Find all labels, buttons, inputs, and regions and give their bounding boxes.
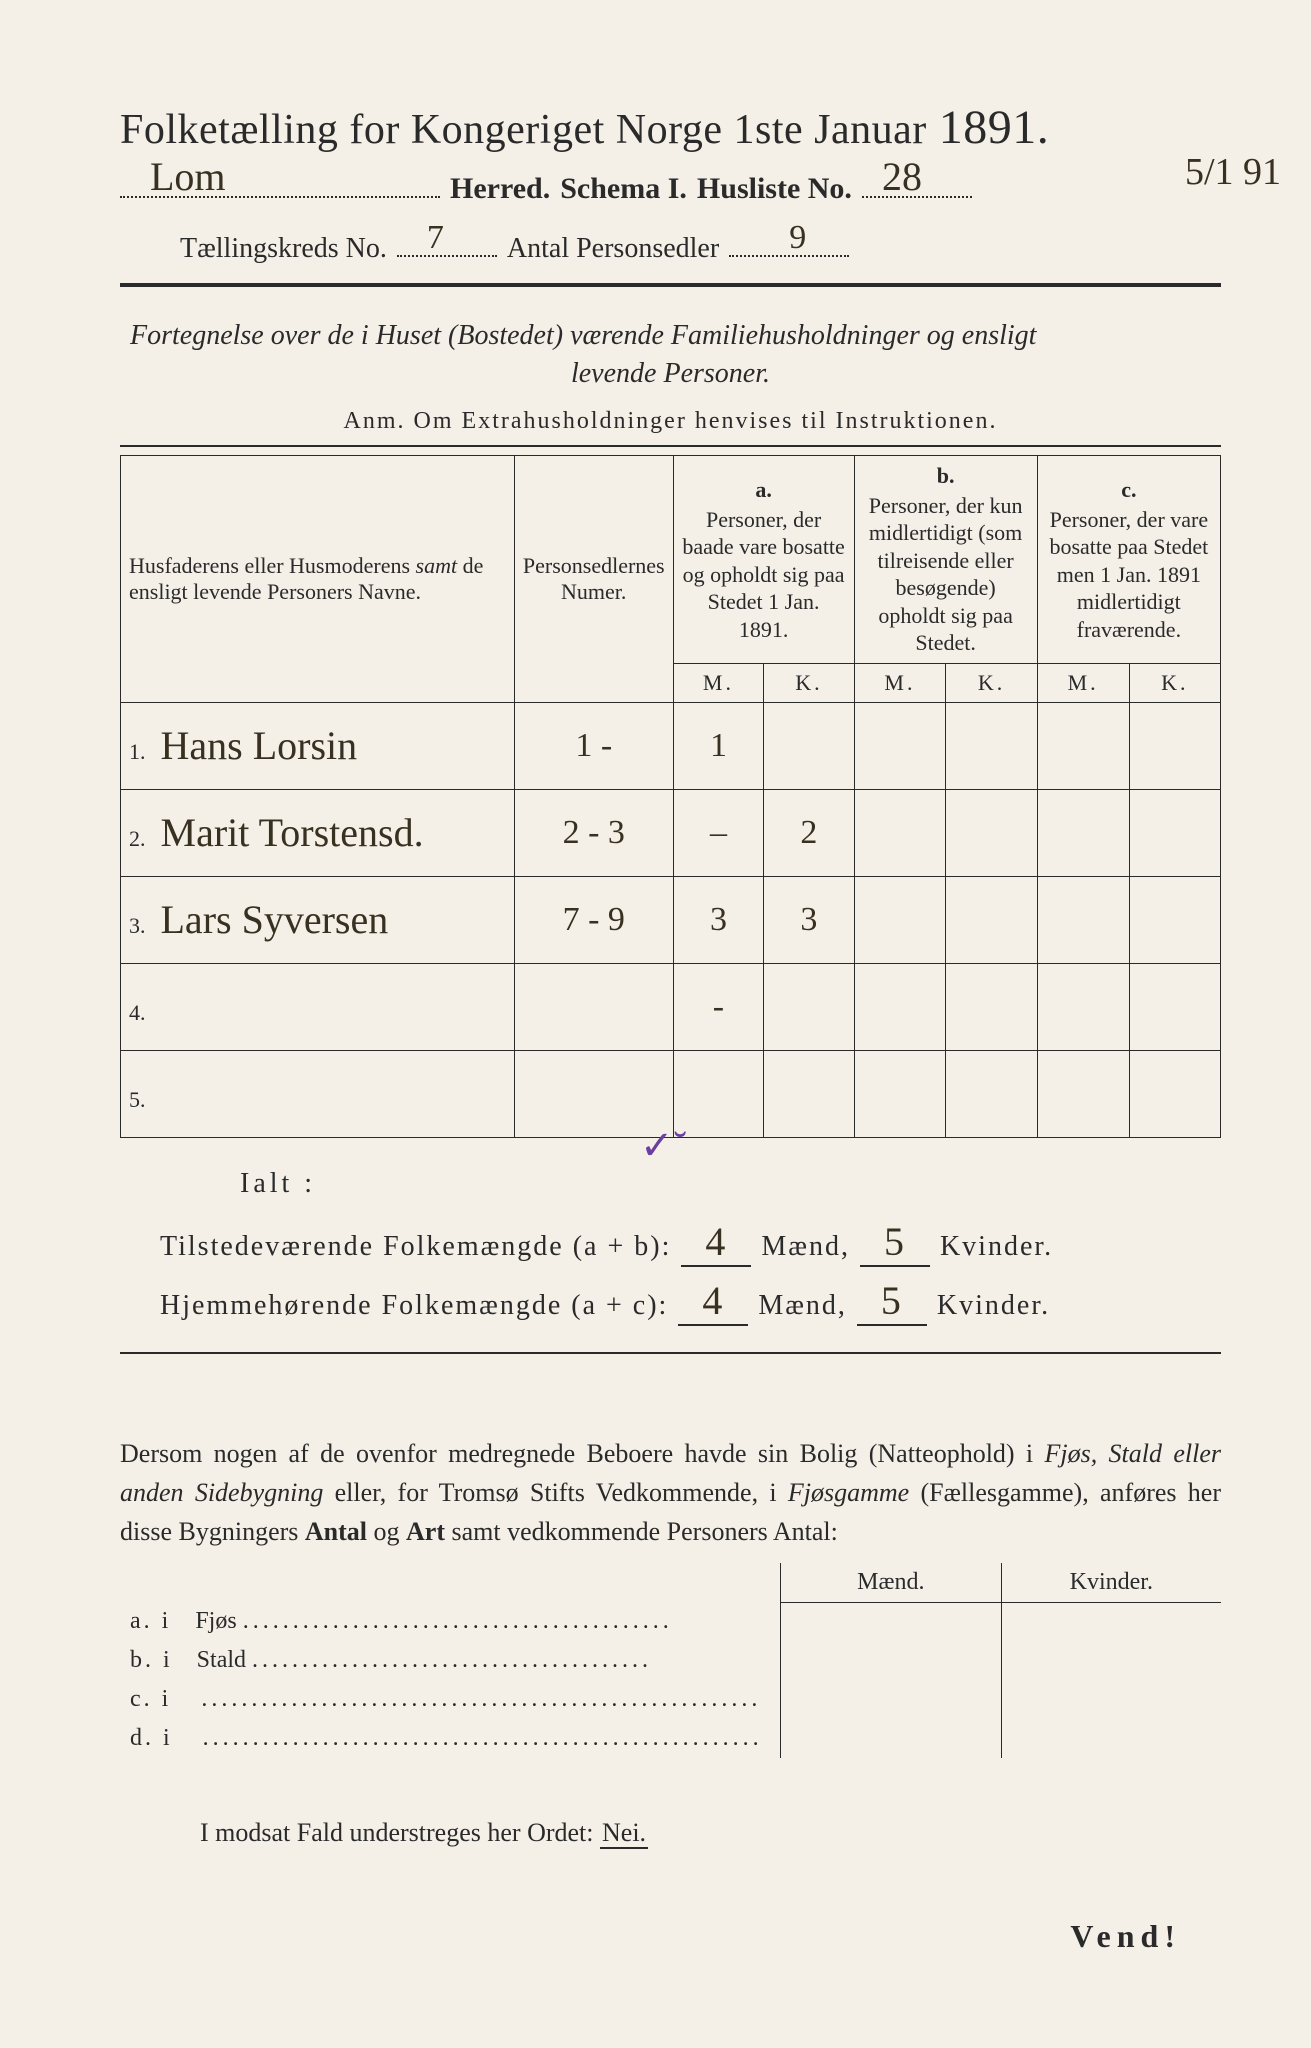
table-row: 3. Lars Syversen7 - 933	[121, 876, 1221, 963]
th-group-c: c. Personer, der vare bosatte paa Stedet…	[1037, 456, 1220, 664]
census-table: Husfaderens eller Husmode​rens samt de e…	[120, 455, 1221, 1138]
fjos-table: Mænd. Kvinder. a. i Fjøs ...............…	[120, 1563, 1221, 1759]
fjos-head-k: Kvinder.	[1001, 1563, 1221, 1603]
fjos-head-m: Mænd.	[781, 1563, 1002, 1603]
table-row: 1. Hans Lorsin1 -1	[121, 702, 1221, 789]
th-b-m: M.	[854, 663, 946, 702]
th-b-k: K.	[946, 663, 1037, 702]
subtitle: Fortegnelse over de i Huset (Bostedet) v…	[130, 317, 1211, 393]
modsat-line: I modsat Fald understreges her Ordet: Ne…	[120, 1818, 1221, 1848]
th-group-a: a. Personer, der baade vare bosatte og o…	[673, 456, 854, 664]
herred-label: Herred.	[450, 172, 550, 206]
sum1-label: Tilstedeværende Folkemængde (a + b):	[160, 1231, 671, 1263]
margin-date: 5/1 91	[1185, 150, 1281, 194]
table-row: 4. -	[121, 963, 1221, 1050]
title-text: Folketælling for Kongeriget Norge 1ste J…	[120, 106, 927, 154]
page-title: Folketælling for Kongeriget Norge 1ste J…	[120, 100, 1221, 155]
kreds-value: 7	[427, 219, 444, 257]
fjos-row: a. i Fjøs ..............................…	[120, 1602, 1221, 1641]
rule-1	[120, 283, 1221, 287]
sum-line-1: Tilstedeværende Folkemængde (a + b): 4 M…	[160, 1218, 1221, 1267]
subtitle-line2: levende Personer.	[130, 355, 1211, 393]
fjos-row: b. i Stald .............................…	[120, 1641, 1221, 1680]
ga-text: Personer, der baade vare bosatte og opho…	[682, 507, 844, 642]
antal-label: Antal Personsedler	[507, 233, 719, 265]
anm: Anm. Om Extrahusholdninger henvises til …	[120, 408, 1221, 435]
th-num: Personsedlernes Numer.	[514, 456, 673, 703]
modsat-text: I modsat Fald understreges her Ordet:	[200, 1818, 594, 1847]
th-a-m: M.	[673, 663, 764, 702]
sum2-maend: Mænd,	[758, 1290, 847, 1322]
gb-letter: b.	[863, 462, 1029, 490]
schema-label: Schema I.	[560, 172, 687, 206]
gc-text: Personer, der vare bosatte paa Stedet me…	[1049, 507, 1208, 642]
antal-value: 9	[789, 219, 806, 257]
rule-3	[120, 1352, 1221, 1354]
header-row-2: Lom Herred. Schema I. Husliste No. 28	[120, 163, 1221, 206]
th-c-k: K.	[1129, 663, 1220, 702]
husliste-label: Husliste No.	[697, 172, 852, 206]
fjos-row: d. i ...................................…	[120, 1719, 1221, 1758]
sum2-kvinder: Kvinder.	[937, 1290, 1050, 1322]
sum1-m: 4	[681, 1218, 751, 1267]
subtitle-line1: Fortegnelse over de i Huset (Bostedet) v…	[130, 320, 1036, 351]
th-group-b: b. Personer, der kun midlertidigt (som t…	[854, 456, 1037, 664]
building-paragraph: Dersom nogen af de ovenfor medregnede Be…	[120, 1434, 1221, 1551]
rule-2	[120, 445, 1221, 447]
kreds-label: Tællingskreds No.	[180, 233, 387, 265]
th-names: Husfaderens eller Husmode​rens samt de e…	[121, 456, 515, 703]
sum1-kvinder: Kvinder.	[940, 1231, 1053, 1263]
sum2-label: Hjemmehørende Folkemængde (a + c):	[160, 1290, 668, 1322]
sum1-maend: Mænd,	[761, 1231, 850, 1263]
header-row-3: Tællingskreds No. 7 Antal Personsedler 9	[120, 224, 1221, 265]
herred-value: Lom	[150, 153, 226, 200]
ialt-label: Ialt :	[240, 1168, 1221, 1200]
gc-letter: c.	[1046, 476, 1212, 504]
modsat-nei: Nei.	[600, 1818, 648, 1849]
table-row: 2. Marit Torstensd.2 - 3–2	[121, 789, 1221, 876]
gb-text: Personer, der kun midlertidigt (som tilr…	[869, 493, 1023, 656]
sum2-k: 5	[857, 1277, 927, 1326]
title-year: 1891.	[939, 100, 1050, 155]
husliste-value: 28	[882, 153, 922, 200]
check-mark-icon: ✓˘	[640, 1122, 687, 1169]
sum2-m: 4	[678, 1277, 748, 1326]
th-a-k: K.	[764, 663, 854, 702]
ga-letter: a.	[682, 476, 846, 504]
vend: Vend!	[120, 1918, 1221, 1955]
sum1-k: 5	[860, 1218, 930, 1267]
th-c-m: M.	[1037, 663, 1129, 702]
sum-line-2: Hjemmehørende Folkemængde (a + c): 4 Mæn…	[160, 1277, 1221, 1326]
fjos-row: c. i ...................................…	[120, 1680, 1221, 1719]
